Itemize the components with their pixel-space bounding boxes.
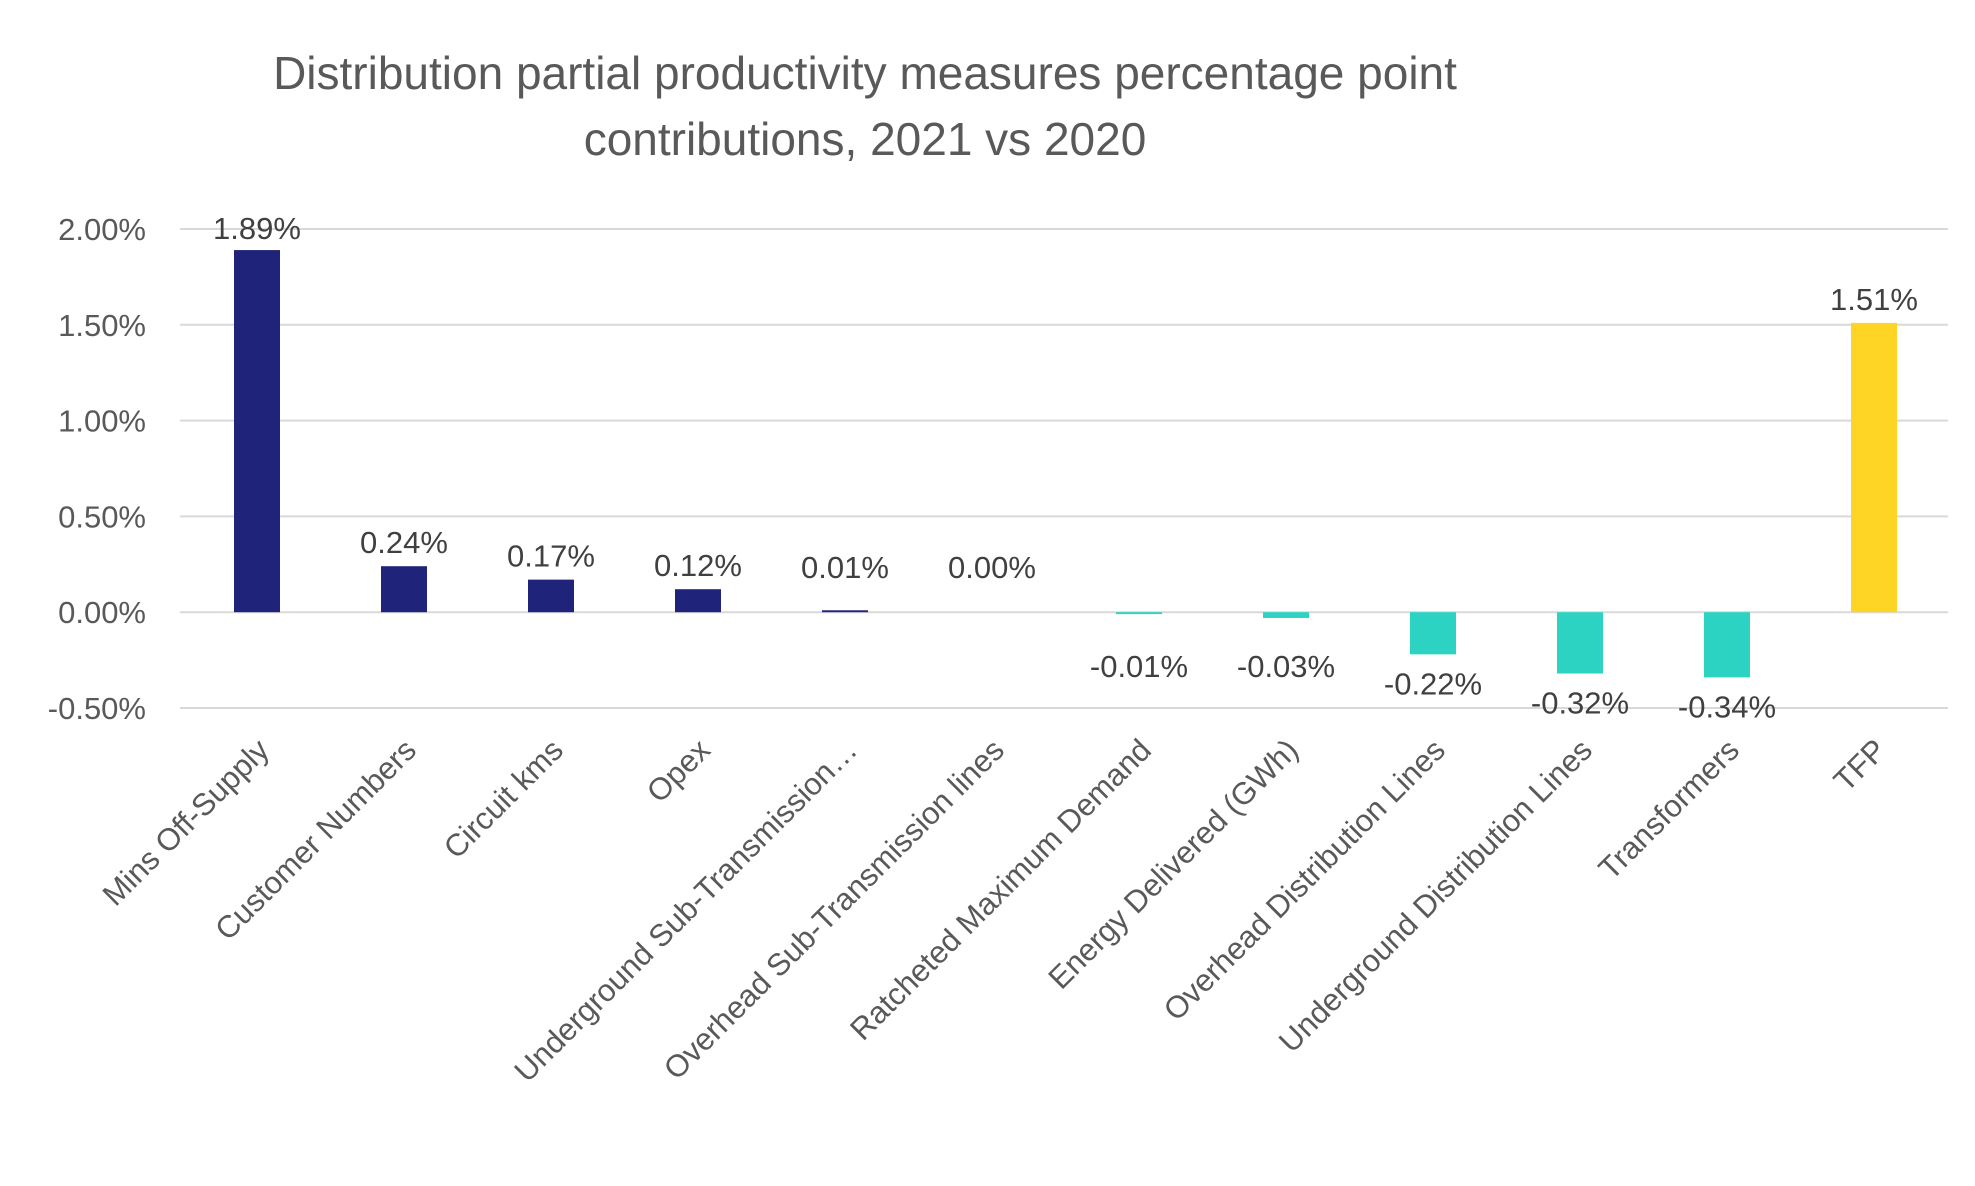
category-label: Underground Distribution Lines [1272, 732, 1599, 1059]
y-tick-label: 0.50% [58, 499, 146, 534]
category-label: Ratcheted Maximum Demand [843, 732, 1158, 1047]
data-label: 0.24% [360, 525, 448, 560]
bar [234, 250, 280, 613]
bar [381, 566, 427, 613]
data-label: 0.17% [507, 539, 595, 574]
data-label: 0.00% [948, 550, 1036, 585]
y-tick-label: 0.00% [58, 595, 146, 630]
data-label: 1.51% [1830, 282, 1918, 317]
data-label: -0.32% [1531, 686, 1629, 721]
data-label: -0.03% [1237, 649, 1335, 684]
data-label: -0.34% [1678, 689, 1776, 724]
category-label: Circuit kms [437, 732, 570, 865]
y-tick-label: 2.00% [58, 212, 146, 247]
bar [1704, 612, 1750, 678]
y-tick-label: 1.00% [58, 404, 146, 439]
bar [822, 610, 868, 613]
bar [1116, 612, 1162, 615]
chart-title: Distribution partial productivity measur… [0, 40, 1730, 172]
bar [1557, 612, 1603, 674]
category-label: Energy Delivered (GWh) [1041, 732, 1305, 996]
category-label: Opex [640, 732, 717, 809]
data-label: -0.01% [1090, 649, 1188, 684]
data-label: 0.01% [801, 550, 889, 585]
data-label: 0.12% [654, 548, 742, 583]
bar [1263, 612, 1309, 618]
bar [1410, 612, 1456, 655]
y-tick-label: -0.50% [48, 691, 146, 726]
y-tick-label: 1.50% [58, 308, 146, 343]
data-label: -0.22% [1384, 666, 1482, 701]
bar [675, 589, 721, 613]
category-label: Transformers [1592, 732, 1746, 886]
bar [528, 579, 574, 613]
chart-title-line-1: Distribution partial productivity measur… [273, 47, 1457, 99]
data-label: 1.89% [213, 211, 301, 246]
bar [1851, 322, 1897, 613]
chart-title-line-2: contributions, 2021 vs 2020 [583, 113, 1147, 165]
category-label: TFP [1827, 732, 1893, 798]
category-label: Overhead Distribution Lines [1157, 732, 1452, 1027]
